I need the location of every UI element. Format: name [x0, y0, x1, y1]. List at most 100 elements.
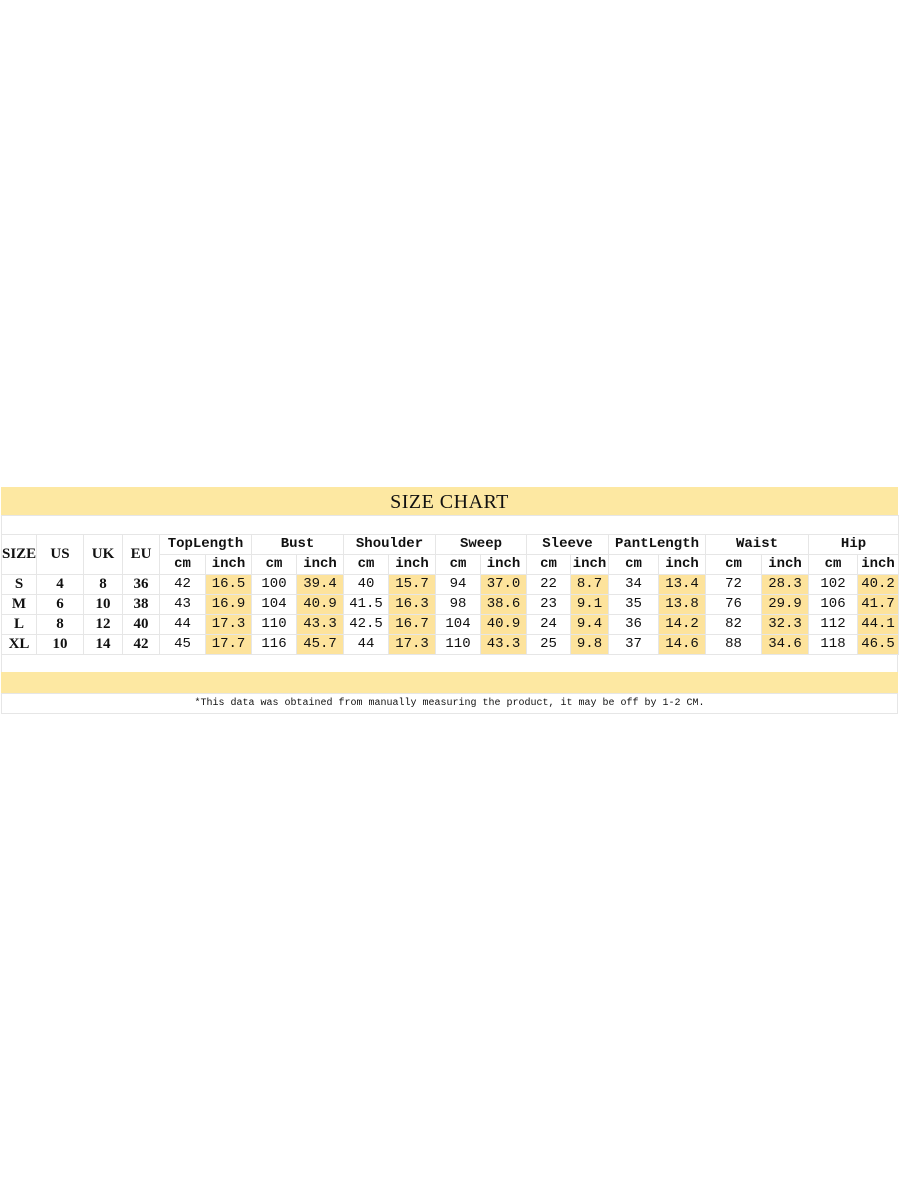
header-uk: UK	[83, 534, 123, 575]
cell-inch: 41.7	[856, 594, 900, 615]
cell-cm: 72	[705, 574, 762, 595]
header-sleeve: Sleeve	[526, 534, 609, 555]
cell-inch: 40.9	[480, 614, 527, 635]
blank-cell	[0, 515, 900, 535]
size-table: SIZE US UK EU TopLength Bust Shoulder Sweep Slee…	[0, 515, 900, 655]
cell-cm: 22	[526, 574, 571, 595]
cell-inch: 16.5	[205, 574, 252, 595]
header-shoulder: Shoulder	[343, 534, 436, 555]
cell-inch: 39.4	[296, 574, 344, 595]
cell-us: 4	[36, 574, 84, 595]
unit-inch: inch	[296, 554, 344, 575]
cell-cm: 76	[705, 594, 762, 615]
unit-cm: cm	[343, 554, 389, 575]
cell-cm: 37	[608, 634, 659, 655]
cell-inch: 45.7	[296, 634, 344, 655]
cell-inch: 16.3	[388, 594, 436, 615]
unit-inch: inch	[388, 554, 436, 575]
cell-eu: 36	[122, 574, 160, 595]
cell-cm: 24	[526, 614, 571, 635]
cell-cm: 44	[159, 614, 206, 635]
cell-inch: 43.3	[296, 614, 344, 635]
unit-cm: cm	[808, 554, 858, 575]
cell-cm: 43	[159, 594, 206, 615]
cell-inch: 9.8	[570, 634, 609, 655]
cell-inch: 17.7	[205, 634, 252, 655]
header-row: SIZE US UK EU TopLength Bust Shoulder Sweep Slee…	[1, 534, 900, 575]
cell-inch: 14.2	[658, 614, 706, 635]
cell-inch: 29.9	[761, 594, 809, 615]
cell-us: 8	[36, 614, 84, 635]
cell-size: XL	[1, 634, 37, 655]
cell-uk: 12	[83, 614, 123, 635]
unit-cm: cm	[705, 554, 762, 575]
cell-cm: 23	[526, 594, 571, 615]
cell-cm: 94	[435, 574, 481, 595]
cell-cm: 40	[343, 574, 389, 595]
cell-us: 6	[36, 594, 84, 615]
cell-cm: 41.5	[343, 594, 389, 615]
cell-inch: 8.7	[570, 574, 609, 595]
cell-inch: 17.3	[388, 634, 436, 655]
cell-eu: 40	[122, 614, 160, 635]
cell-inch: 46.5	[856, 634, 900, 655]
cell-cm: 116	[251, 634, 297, 655]
header-toplength: TopLength	[159, 534, 252, 555]
header-size: SIZE	[1, 534, 37, 575]
cell-inch: 37.0	[480, 574, 527, 595]
unit-inch: inch	[856, 554, 900, 575]
cell-cm: 25	[526, 634, 571, 655]
cell-cm: 45	[159, 634, 206, 655]
cell-uk: 14	[83, 634, 123, 655]
cell-cm: 104	[435, 614, 481, 635]
cell-size: S	[1, 574, 37, 595]
header-pantlength: PantLength	[608, 534, 706, 555]
cell-inch: 38.6	[480, 594, 527, 615]
cell-cm: 110	[251, 614, 297, 635]
cell-inch: 28.3	[761, 574, 809, 595]
header-eu: EU	[122, 534, 160, 575]
cell-inch: 17.3	[205, 614, 252, 635]
cell-cm: 100	[251, 574, 297, 595]
unit-cm: cm	[608, 554, 659, 575]
unit-inch: inch	[761, 554, 809, 575]
header-us: US	[36, 534, 84, 575]
cell-cm: 82	[705, 614, 762, 635]
cell-inch: 9.4	[570, 614, 609, 635]
cell-inch: 44.1	[856, 614, 900, 635]
cell-us: 10	[36, 634, 84, 655]
cell-uk: 8	[83, 574, 123, 595]
cell-inch: 40.9	[296, 594, 344, 615]
unit-cm: cm	[526, 554, 571, 575]
header-waist: Waist	[705, 534, 809, 555]
cell-eu: 42	[122, 634, 160, 655]
cell-cm: 42	[159, 574, 206, 595]
cell-cm: 118	[808, 634, 858, 655]
unit-cm: cm	[251, 554, 297, 575]
cell-inch: 9.1	[570, 594, 609, 615]
cell-cm: 98	[435, 594, 481, 615]
unit-inch: inch	[205, 554, 252, 575]
header-bust: Bust	[251, 534, 344, 555]
cell-inch: 13.8	[658, 594, 706, 615]
size-chart: SIZE CHART SIZE US UK EU TopLength Bust Should…	[0, 487, 900, 714]
unit-inch: inch	[658, 554, 706, 575]
cell-cm: 112	[808, 614, 858, 635]
cell-inch: 13.4	[658, 574, 706, 595]
cell-inch: 14.6	[658, 634, 706, 655]
spacer	[1, 655, 898, 672]
cell-inch: 34.6	[761, 634, 809, 655]
cell-size: M	[1, 594, 37, 615]
table-row: M 6 10 38 43 16.9 104 40.9 41.5 16.3 98 38.6 23 9.1 35…	[1, 594, 900, 615]
footer-bar	[1, 672, 898, 693]
table-row: L 8 12 40 44 17.3 110 43.3 42.5 16.7 104 40.9 24 9.4 3…	[1, 614, 900, 635]
unit-cm: cm	[435, 554, 481, 575]
blank-row	[0, 515, 900, 535]
cell-inch: 43.3	[480, 634, 527, 655]
header-hip: Hip	[807, 534, 900, 555]
cell-cm: 88	[705, 634, 762, 655]
size-chart-title: SIZE CHART	[1, 487, 898, 515]
cell-cm: 110	[435, 634, 481, 655]
cell-cm: 104	[251, 594, 297, 615]
cell-inch: 15.7	[388, 574, 436, 595]
